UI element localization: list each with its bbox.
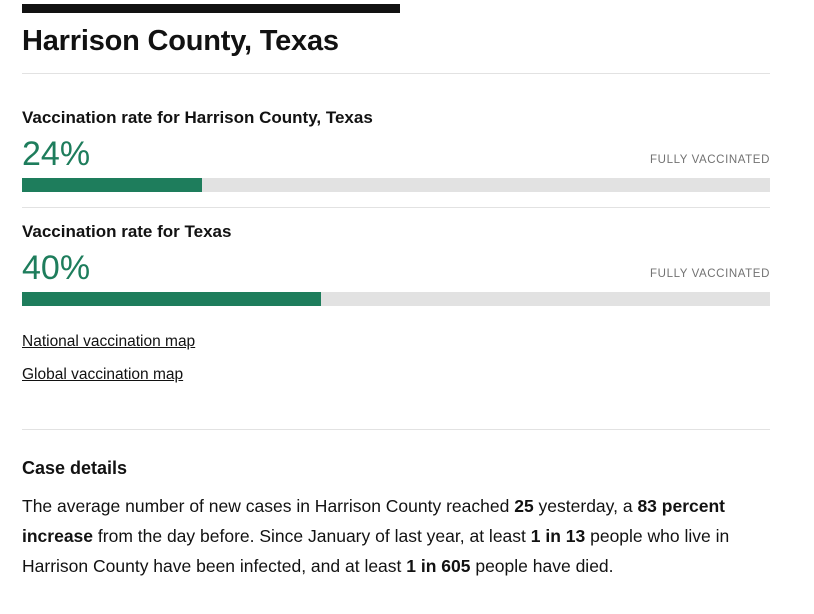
case-stat: 83 percent increase [22, 496, 725, 546]
county-covid-page: Harrison County, Texas Vaccination rate … [0, 4, 814, 581]
case-stat: 25 [514, 496, 534, 516]
state-vaccination-section: Vaccination rate for Texas 40% FULLY VAC… [22, 221, 770, 306]
case-text: from the day before. Since January of la… [93, 526, 531, 546]
page-title: Harrison County, Texas [22, 25, 339, 57]
county-vaccination-section: Vaccination rate for Harrison County, Te… [22, 107, 770, 192]
case-details-section: Case details The average number of new c… [22, 456, 770, 581]
county-vaccination-progress-bar [22, 178, 770, 192]
national-vaccination-map-link[interactable]: National vaccination map [22, 333, 196, 350]
county-fully-vaccinated-label: FULLY VACCINATED [650, 154, 770, 166]
case-stat: 1 in 605 [406, 556, 471, 576]
divider [22, 429, 770, 430]
state-vaccination-progress-bar [22, 292, 770, 306]
divider [22, 73, 770, 74]
case-text: people have died. [470, 556, 614, 576]
headline-top-rule [22, 4, 400, 13]
case-details-heading: Case details [22, 458, 128, 478]
state-fully-vaccinated-label: FULLY VACCINATED [650, 268, 770, 280]
case-text: The average number of new cases in Harri… [22, 496, 515, 516]
case-text: people who live in Harrison County have … [22, 526, 730, 576]
state-vaccination-progress-fill [22, 292, 322, 306]
divider [22, 207, 770, 208]
county-vaccination-heading: Vaccination rate for Harrison County, Te… [22, 108, 373, 127]
county-percent-row: 24% FULLY VACCINATED [22, 134, 770, 174]
vaccination-map-links: National vaccination map Global vaccinat… [22, 332, 770, 385]
county-vaccination-progress-fill [22, 178, 202, 192]
state-percent-row: 40% FULLY VACCINATED [22, 248, 770, 288]
county-vaccination-percent: 24% [22, 135, 91, 173]
case-text: yesterday, a [533, 496, 638, 516]
case-stat: 1 in 13 [530, 526, 586, 546]
case-details-paragraph: The average number of new cases in Harri… [22, 491, 770, 581]
state-vaccination-heading: Vaccination rate for Texas [22, 222, 232, 241]
state-vaccination-percent: 40% [22, 249, 91, 287]
global-vaccination-map-link[interactable]: Global vaccination map [22, 366, 184, 383]
